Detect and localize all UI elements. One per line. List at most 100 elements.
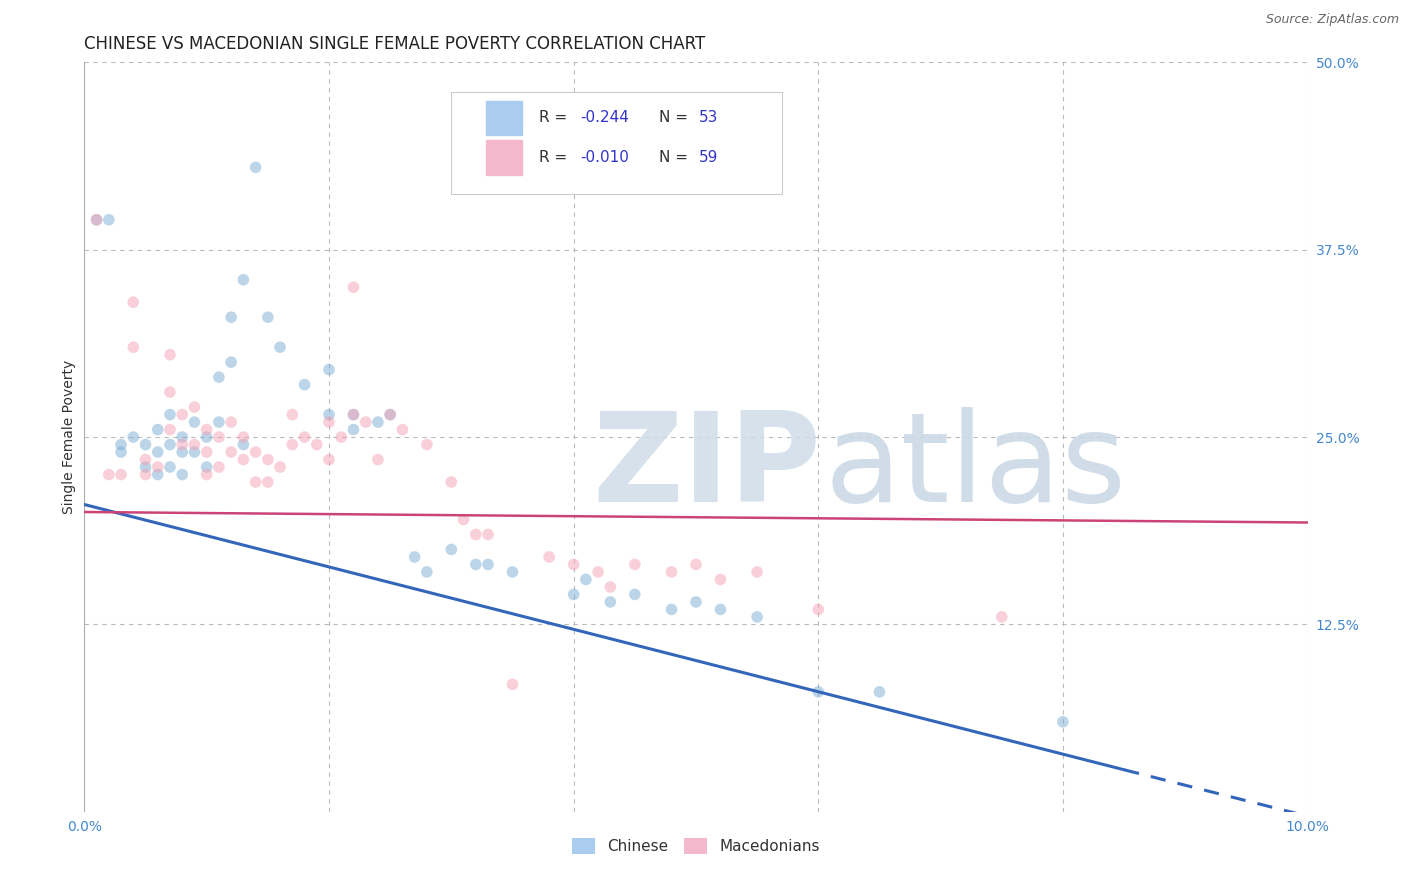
Point <box>1052 714 1074 729</box>
Y-axis label: Single Female Poverty: Single Female Poverty <box>62 360 76 514</box>
Point <box>86 212 108 227</box>
Text: -0.010: -0.010 <box>579 150 628 165</box>
Point <box>661 602 683 616</box>
Point <box>342 280 364 294</box>
Point <box>685 595 707 609</box>
Point <box>159 385 181 400</box>
Point <box>245 161 267 175</box>
Point <box>146 445 169 459</box>
Point <box>172 430 194 444</box>
Point <box>464 558 486 572</box>
Point <box>354 415 377 429</box>
Bar <box>485 140 522 175</box>
Point <box>146 460 169 475</box>
Point <box>219 310 242 325</box>
Point <box>318 408 340 422</box>
Point <box>269 340 291 354</box>
Point <box>586 565 609 579</box>
Point <box>404 549 426 564</box>
Point <box>562 587 585 601</box>
Point <box>110 445 132 459</box>
Point <box>257 310 280 325</box>
Point <box>709 602 731 616</box>
Point <box>172 408 194 422</box>
Point <box>538 549 561 564</box>
Point <box>318 452 340 467</box>
Text: Source: ZipAtlas.com: Source: ZipAtlas.com <box>1265 13 1399 27</box>
Point <box>110 437 132 451</box>
Point <box>416 437 439 451</box>
Point <box>342 408 364 422</box>
Point <box>453 512 475 526</box>
Point <box>294 377 316 392</box>
Point <box>342 408 364 422</box>
Point <box>269 460 291 475</box>
Point <box>391 423 413 437</box>
Point <box>159 437 181 451</box>
Point <box>219 445 242 459</box>
FancyBboxPatch shape <box>451 93 782 194</box>
Point <box>281 437 304 451</box>
Point <box>208 430 231 444</box>
Point <box>159 460 181 475</box>
Point <box>135 460 157 475</box>
Point <box>380 408 402 422</box>
Point <box>122 430 145 444</box>
Point <box>232 437 254 451</box>
Point <box>807 685 830 699</box>
Point <box>305 437 328 451</box>
Point <box>159 408 181 422</box>
Point <box>342 423 364 437</box>
Point <box>97 467 120 482</box>
Point <box>709 573 731 587</box>
Point <box>159 348 181 362</box>
Point <box>183 437 205 451</box>
Point <box>575 573 598 587</box>
Point <box>195 467 218 482</box>
Text: atlas: atlas <box>824 407 1126 527</box>
Point <box>477 558 499 572</box>
Point <box>477 527 499 541</box>
Point <box>135 437 157 451</box>
Point <box>747 610 769 624</box>
Text: 59: 59 <box>699 150 718 165</box>
Point <box>195 460 218 475</box>
Point <box>464 527 486 541</box>
Point <box>183 445 205 459</box>
Point <box>281 408 304 422</box>
Point <box>122 295 145 310</box>
Point <box>599 580 621 594</box>
Point <box>208 460 231 475</box>
Point <box>257 475 280 489</box>
Point <box>195 445 218 459</box>
Text: ZIP: ZIP <box>592 407 821 527</box>
Point <box>97 212 120 227</box>
Point <box>624 587 647 601</box>
Point <box>135 467 157 482</box>
Point <box>367 415 389 429</box>
Point <box>440 475 463 489</box>
Point <box>869 685 891 699</box>
Point <box>624 558 647 572</box>
Point <box>257 452 280 467</box>
Text: R =: R = <box>540 150 572 165</box>
Point <box>172 467 194 482</box>
Text: N =: N = <box>659 150 693 165</box>
Point <box>86 212 108 227</box>
Point <box>208 415 231 429</box>
Point <box>245 445 267 459</box>
Point <box>135 452 157 467</box>
Point <box>991 610 1014 624</box>
Point <box>380 408 402 422</box>
Point <box>330 430 353 444</box>
Point <box>318 362 340 376</box>
Point <box>146 423 169 437</box>
Point <box>172 445 194 459</box>
Point <box>440 542 463 557</box>
Point <box>232 273 254 287</box>
Point <box>562 558 585 572</box>
Point <box>110 467 132 482</box>
Point <box>183 400 205 414</box>
Point <box>416 565 439 579</box>
Text: N =: N = <box>659 111 693 126</box>
